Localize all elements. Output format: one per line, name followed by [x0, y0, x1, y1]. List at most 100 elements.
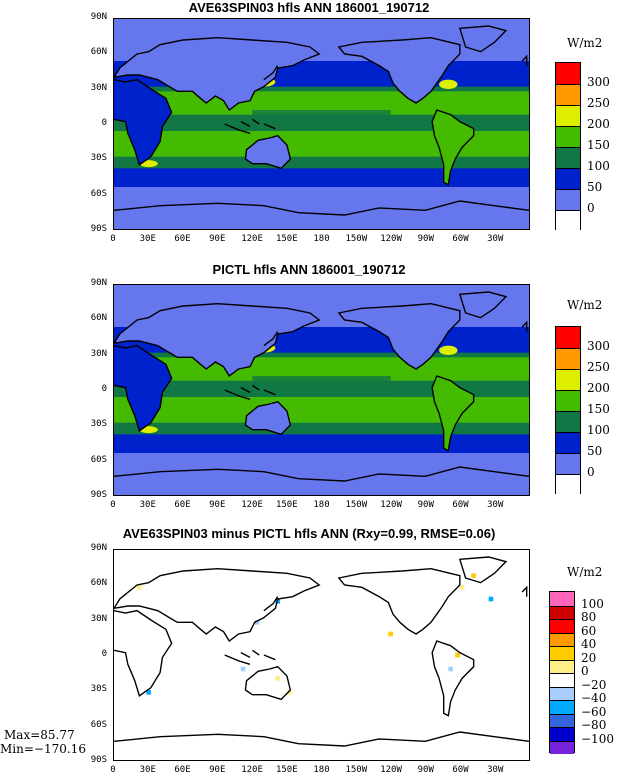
colorbar-label: 300	[587, 75, 610, 89]
lat-tick-label: 60S	[90, 454, 107, 465]
coastline	[431, 640, 475, 717]
lon-tick-label: 30W	[487, 765, 504, 775]
colorbar-label: 150	[587, 402, 610, 416]
lat-tick-label: 60S	[90, 188, 107, 199]
lat-tick-label: 60N	[90, 578, 107, 589]
coastline	[114, 466, 529, 482]
lon-tick-label: 30W	[487, 234, 504, 244]
coastline	[244, 134, 292, 170]
colorbar-swatch	[550, 700, 574, 714]
panel-title: AVE63SPIN03 hfls ANN 186001_190712	[188, 0, 430, 15]
coastline	[114, 344, 173, 432]
lon-tick-label: 60E	[174, 500, 191, 510]
lon-tick-label: 90E	[209, 234, 226, 244]
lon-tick-label: 150W	[345, 234, 368, 244]
coastline	[224, 384, 276, 401]
colorbar-label: 20	[581, 650, 597, 665]
colorbar	[555, 326, 581, 495]
coastline	[114, 200, 529, 216]
colorbar-units: W/m2	[567, 565, 603, 579]
colorbar-label: 60	[581, 623, 597, 638]
lat-tick-label: 0	[101, 649, 107, 659]
lon-tick-label: 0	[110, 234, 116, 244]
colorbar-swatch	[556, 189, 580, 210]
map-panel-1	[113, 18, 530, 230]
colorbar-swatch	[556, 369, 580, 390]
lon-tick-label: 180	[313, 765, 330, 775]
colorbar-swatch	[550, 592, 574, 606]
colorbar-swatch	[556, 105, 580, 126]
map-field	[114, 19, 529, 229]
coastline	[244, 400, 292, 436]
stat-max: Max=85.77	[4, 728, 75, 742]
coastline	[263, 65, 279, 81]
colorbar-swatch	[556, 126, 580, 147]
colorbar-swatch	[550, 646, 574, 660]
lon-tick-label: 30E	[139, 765, 156, 775]
colorbar-swatch	[556, 63, 580, 84]
colorbar-swatch	[550, 740, 574, 754]
lat-tick-label: 90S	[90, 755, 107, 765]
lon-tick-label: 90W	[417, 500, 434, 510]
colorbar-label: 200	[587, 381, 610, 395]
coastline	[263, 331, 279, 347]
colorbar-label: 0	[581, 664, 589, 678]
panel-title: PICTL hfls ANN 186001_190712	[212, 262, 406, 277]
colorbar-label: 100	[587, 423, 610, 437]
coastline	[458, 291, 508, 319]
coastline	[431, 375, 475, 452]
coastline	[114, 302, 321, 378]
lon-tick-label: 0	[110, 500, 116, 510]
colorbar-label: −20	[581, 677, 607, 692]
colorbar-label: 200	[587, 117, 610, 131]
coastline	[521, 54, 528, 66]
lat-tick-label: 60N	[90, 313, 107, 324]
colorbar-swatch	[550, 673, 574, 687]
colorbar-label: −100	[581, 731, 614, 746]
coastline	[263, 596, 279, 612]
colorbar-swatch	[556, 168, 580, 189]
lat-tick-label: 0	[101, 118, 107, 128]
colorbar-swatch	[550, 659, 574, 673]
panel-title: AVE63SPIN03 minus PICTL hfls ANN (Rxy=0.…	[122, 526, 496, 541]
lat-tick-label: 30N	[90, 348, 107, 359]
coastline	[244, 665, 292, 701]
colorbar-label: 250	[587, 96, 610, 110]
lon-tick-label: 120E	[241, 500, 263, 510]
colorbar-label: 0	[587, 465, 595, 479]
lon-tick-label: 90W	[417, 765, 434, 775]
colorbar-label: 100	[581, 596, 604, 611]
coastline	[114, 36, 321, 112]
colorbar-label: 80	[581, 610, 597, 624]
lon-tick-label: 0	[110, 765, 116, 775]
coastline	[114, 78, 173, 166]
lat-tick-label: 90N	[90, 278, 107, 288]
lon-tick-label: 120W	[380, 234, 402, 244]
lat-tick-label: 60N	[90, 47, 107, 58]
colorbar-swatch	[556, 84, 580, 105]
lon-tick-label: 150W	[345, 765, 368, 775]
colorbar	[549, 591, 575, 754]
colorbar-swatch	[556, 390, 580, 411]
colorbar-swatch	[556, 327, 580, 348]
colorbar	[555, 62, 581, 231]
coastline	[431, 109, 475, 186]
lon-tick-label: 120W	[380, 500, 402, 510]
colorbar-label: 100	[587, 159, 610, 173]
colorbar-swatch	[550, 713, 574, 727]
colorbar-label: 50	[587, 180, 603, 194]
colorbar-label: 150	[587, 138, 610, 152]
colorbar-swatch	[556, 411, 580, 432]
lat-tick-label: 30N	[90, 613, 107, 624]
coastline	[337, 567, 461, 635]
colorbar-label: −60	[581, 704, 607, 719]
lon-tick-label: 90E	[209, 500, 226, 510]
colorbar-units: W/m2	[567, 36, 603, 50]
colorbar-label: 0	[587, 201, 595, 215]
lon-tick-label: 60W	[452, 765, 469, 775]
lat-tick-label: 30S	[90, 419, 107, 430]
lat-tick-label: 30S	[90, 153, 107, 164]
map-field	[114, 285, 529, 495]
colorbar-label: 300	[587, 339, 610, 353]
coastline	[337, 302, 461, 370]
